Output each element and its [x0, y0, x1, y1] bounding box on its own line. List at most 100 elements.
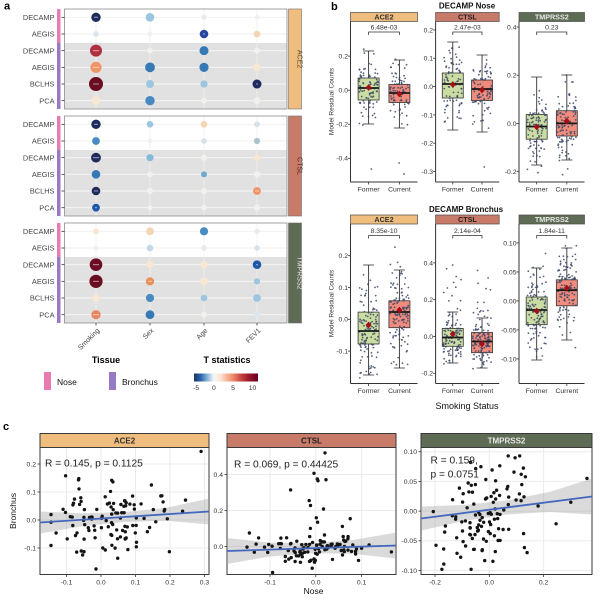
svg-text:-0.2: -0.2: [336, 122, 348, 129]
svg-text:BCLHS: BCLHS: [30, 294, 55, 303]
svg-text:Former: Former: [358, 187, 381, 194]
svg-text:BCLHS: BCLHS: [30, 80, 55, 89]
svg-text:R = 0.159,: R = 0.159,: [431, 456, 478, 467]
svg-text:0.2: 0.2: [165, 580, 175, 587]
svg-text:0.0: 0.0: [311, 580, 321, 587]
svg-text:-0.1: -0.1: [24, 545, 36, 552]
svg-text:-0.1: -0.1: [421, 112, 433, 119]
svg-text:-0.3: -0.3: [421, 169, 433, 176]
svg-text:ACE2: ACE2: [296, 50, 303, 68]
svg-text:2.47e-03: 2.47e-03: [454, 25, 481, 32]
svg-text:PCA: PCA: [39, 203, 54, 212]
svg-text:-0.2: -0.2: [421, 371, 433, 378]
svg-text:10: 10: [249, 385, 257, 392]
svg-text:1.84e-11: 1.84e-11: [539, 228, 566, 235]
svg-text:Former: Former: [442, 388, 465, 395]
svg-text:0.2: 0.2: [424, 27, 434, 34]
svg-text:0.05: 0.05: [404, 479, 417, 486]
svg-text:Bronchus: Bronchus: [122, 377, 158, 387]
svg-text:DECAMP: DECAMP: [23, 260, 55, 269]
svg-text:b: b: [331, 1, 338, 13]
svg-text:0.10: 0.10: [503, 240, 516, 247]
svg-text:AEGIS: AEGIS: [32, 63, 55, 72]
svg-text:DECAMP Nose: DECAMP Nose: [439, 2, 496, 11]
svg-text:-0.1: -0.1: [336, 349, 348, 356]
svg-text:AEGIS: AEGIS: [32, 170, 55, 179]
svg-text:0.0: 0.0: [507, 121, 517, 128]
svg-text:2.14e-04: 2.14e-04: [454, 228, 481, 235]
svg-text:0.3: 0.3: [200, 580, 210, 587]
svg-text:PCA: PCA: [39, 96, 54, 105]
svg-text:Former: Former: [358, 388, 381, 395]
svg-text:0.1: 0.1: [131, 580, 141, 587]
svg-text:0.0: 0.0: [214, 544, 224, 551]
svg-text:c: c: [3, 421, 9, 433]
svg-text:-0.1: -0.1: [264, 580, 276, 587]
svg-text:0.1: 0.1: [339, 285, 349, 292]
svg-text:DECAMP: DECAMP: [23, 153, 55, 162]
svg-text:-0.10: -0.10: [402, 568, 418, 575]
svg-text:Current: Current: [388, 187, 411, 194]
svg-text:0.0: 0.0: [424, 334, 434, 341]
svg-text:0.23: 0.23: [545, 25, 558, 32]
svg-text:Bronchus: Bronchus: [8, 493, 18, 529]
svg-text:ACE2: ACE2: [114, 437, 136, 446]
svg-text:0.2: 0.2: [507, 73, 517, 80]
svg-text:Current: Current: [555, 388, 578, 395]
svg-text:-0.10: -0.10: [501, 356, 517, 363]
svg-text:-0.2: -0.2: [505, 169, 517, 176]
svg-text:CTSL: CTSL: [458, 13, 477, 22]
svg-text:Model Residual Counts: Model Residual Counts: [329, 269, 336, 337]
svg-text:0.2: 0.2: [339, 54, 349, 61]
svg-text:Smoking Status: Smoking Status: [435, 401, 499, 411]
svg-text:0.0: 0.0: [424, 84, 434, 91]
svg-text:0.0: 0.0: [339, 317, 349, 324]
svg-text:5: 5: [231, 385, 235, 392]
svg-text:a: a: [4, 1, 11, 13]
svg-text:Former: Former: [526, 388, 549, 395]
svg-text:DECAMP: DECAMP: [23, 227, 55, 236]
svg-text:Model Residual Counts: Model Residual Counts: [329, 67, 336, 135]
svg-text:AEGIS: AEGIS: [32, 137, 55, 146]
svg-text:0.0: 0.0: [96, 580, 106, 587]
svg-text:ACE2: ACE2: [374, 13, 393, 22]
svg-text:T statistics: T statistics: [203, 355, 250, 365]
svg-text:-0.05: -0.05: [501, 327, 517, 334]
svg-text:0.0: 0.0: [27, 517, 37, 524]
svg-text:0: 0: [212, 385, 216, 392]
svg-text:Former: Former: [526, 187, 549, 194]
svg-text:Tissue: Tissue: [92, 355, 120, 365]
svg-text:-0.4: -0.4: [336, 156, 348, 163]
svg-text:DECAMP Bronchus: DECAMP Bronchus: [429, 205, 504, 214]
svg-text:AEGIS: AEGIS: [32, 244, 55, 253]
svg-text:0.4: 0.4: [507, 24, 517, 31]
svg-text:Current: Current: [471, 187, 494, 194]
svg-text:R = 0.069, p = 0.44425: R = 0.069, p = 0.44425: [234, 460, 339, 471]
svg-text:DECAMP: DECAMP: [23, 120, 55, 129]
svg-text:CTSL: CTSL: [296, 157, 303, 175]
svg-text:AEGIS: AEGIS: [32, 30, 55, 39]
svg-text:Current: Current: [388, 388, 411, 395]
svg-text:Current: Current: [471, 388, 494, 395]
svg-text:6.48e-03: 6.48e-03: [371, 25, 398, 32]
svg-text:AEGIS: AEGIS: [32, 277, 55, 286]
svg-text:0.2: 0.2: [424, 297, 434, 304]
svg-text:PCA: PCA: [39, 310, 54, 319]
svg-text:-0.1: -0.1: [61, 580, 73, 587]
svg-text:TMPRSS2: TMPRSS2: [296, 256, 303, 289]
svg-text:0.2: 0.2: [539, 580, 549, 587]
svg-text:0.2: 0.2: [214, 508, 224, 515]
svg-text:0.1: 0.1: [424, 56, 434, 63]
svg-text:0.0: 0.0: [339, 88, 349, 95]
svg-text:ACE2: ACE2: [374, 215, 393, 224]
svg-text:R = 0.145, p = 0.1125: R = 0.145, p = 0.1125: [45, 459, 143, 470]
svg-text:0.00: 0.00: [404, 509, 417, 516]
svg-text:TMPRSS2: TMPRSS2: [535, 215, 569, 224]
svg-text:0.2: 0.2: [27, 461, 37, 468]
svg-text:Former: Former: [442, 187, 465, 194]
svg-text:p = 0.0751: p = 0.0751: [431, 470, 480, 481]
svg-text:Nose: Nose: [57, 377, 77, 387]
svg-text:0.0: 0.0: [485, 580, 495, 587]
svg-text:Nose: Nose: [304, 586, 324, 596]
svg-text:8.35e-10: 8.35e-10: [371, 228, 398, 235]
